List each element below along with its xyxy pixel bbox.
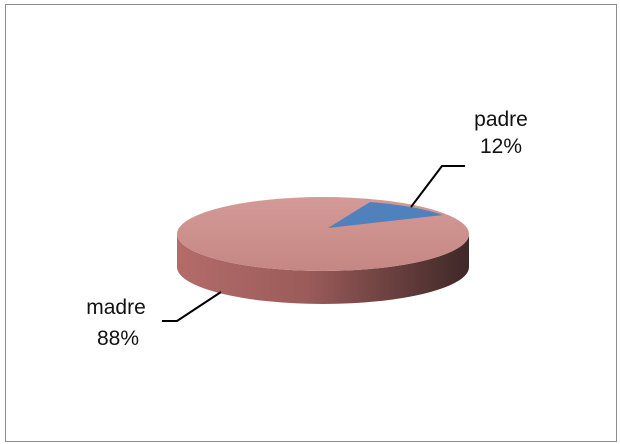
pie-side-wall <box>177 234 469 304</box>
slice-madre <box>177 197 469 271</box>
chart-frame: padre 12% madre 88% <box>5 4 617 442</box>
label-madre-value: 88% <box>97 327 139 350</box>
leader-line-madre <box>162 291 222 322</box>
label-padre-value: 12% <box>480 135 522 158</box>
slice-padre <box>328 202 443 228</box>
leader-line-padre <box>410 165 465 208</box>
label-madre-name: madre <box>86 296 146 319</box>
label-padre-name: padre <box>474 108 528 131</box>
pie-chart: padre 12% madre 88% <box>86 108 528 350</box>
